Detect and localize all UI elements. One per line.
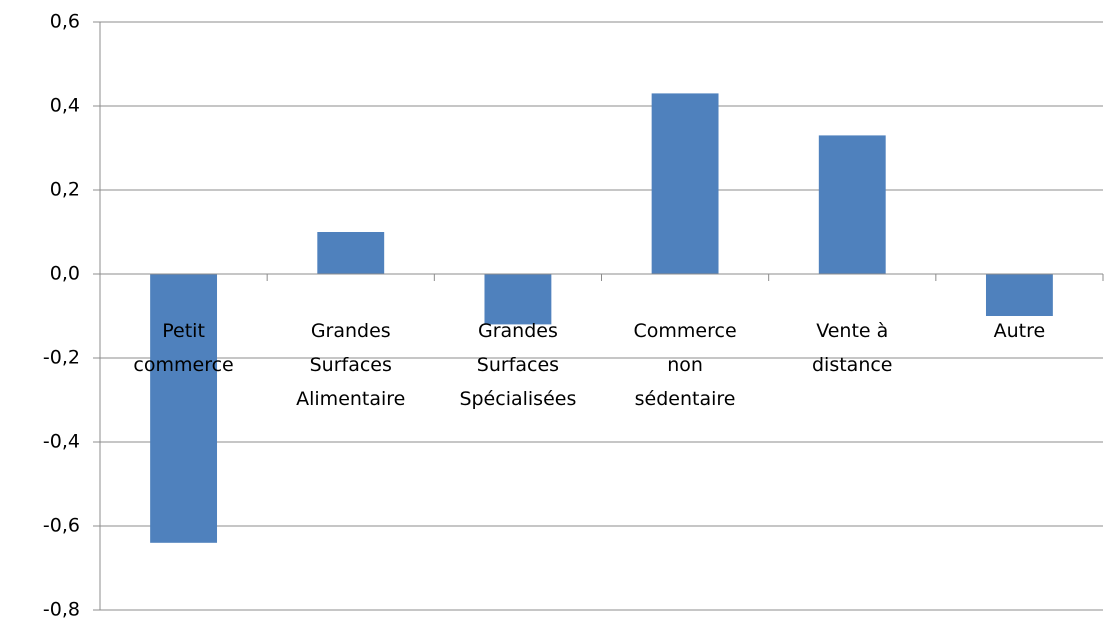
- y-tick-label: 0,6: [50, 11, 80, 33]
- y-tick-label: 0,2: [50, 179, 80, 201]
- x-tick-label: Petit commerce: [133, 320, 234, 376]
- x-tick-label: Autre: [993, 320, 1046, 342]
- bar: [317, 232, 385, 274]
- x-tick-label: Grandes Surfaces Alimentaire: [296, 320, 406, 410]
- y-tick-label: 0,4: [50, 95, 80, 117]
- y-tick-label: -0,2: [43, 347, 80, 369]
- bar: [985, 274, 1053, 316]
- bar: [818, 135, 886, 274]
- y-tick-label: -0,6: [43, 515, 80, 537]
- bar: [651, 93, 719, 275]
- bar: [150, 274, 218, 543]
- x-tick-label: Vente à distance: [811, 320, 893, 376]
- y-tick-label: -0,4: [43, 431, 80, 453]
- y-tick-label: 0,0: [50, 263, 80, 285]
- y-tick-label: -0,8: [43, 599, 80, 621]
- x-tick-label: Commerce non sédentaire: [633, 320, 737, 410]
- x-tick-label: Grandes Surfaces Spécialisées: [459, 320, 577, 410]
- bar: [484, 274, 552, 325]
